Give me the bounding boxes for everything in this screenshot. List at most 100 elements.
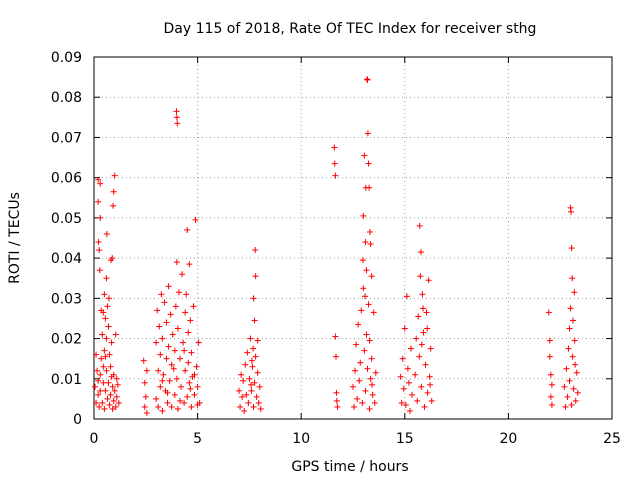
data-point <box>253 393 260 400</box>
data-point <box>331 160 338 167</box>
data-point <box>194 401 201 408</box>
x-tick-label: 25 <box>603 431 621 447</box>
tick-labels: 0 5 10 15 20 25 0 0.01 0.02 0.03 0.04 0.05 0.06 0.07 0… <box>51 50 621 447</box>
data-point <box>356 377 363 384</box>
x-tick-label: 10 <box>292 431 310 447</box>
data-point <box>155 403 162 410</box>
data-point <box>368 273 375 280</box>
data-point <box>562 403 569 410</box>
data-point <box>419 291 426 298</box>
data-point <box>181 399 188 406</box>
data-point <box>333 353 340 360</box>
data-point <box>569 275 576 282</box>
data-point <box>173 114 180 121</box>
data-point <box>160 371 167 378</box>
data-point <box>255 399 262 406</box>
data-point <box>194 383 201 390</box>
data-point <box>191 391 198 398</box>
data-point <box>548 401 555 408</box>
data-point <box>98 355 105 362</box>
data-point <box>365 160 372 167</box>
data-point <box>398 399 405 406</box>
data-point <box>252 247 259 254</box>
data-point <box>571 337 578 344</box>
y-axis-label: ROTI / TECUs <box>7 192 23 284</box>
data-point <box>159 335 166 342</box>
data-point <box>156 323 163 330</box>
data-point <box>428 397 435 404</box>
data-point <box>420 329 427 336</box>
data-point <box>183 291 190 298</box>
data-point <box>107 363 114 370</box>
data-point <box>359 257 366 264</box>
data-point <box>186 379 193 386</box>
data-point <box>247 335 254 342</box>
data-point <box>159 377 166 384</box>
data-point <box>97 180 104 187</box>
data-point <box>161 299 168 306</box>
data-point <box>545 309 552 316</box>
data-point <box>360 212 367 219</box>
data-point <box>97 214 104 221</box>
data-point <box>97 387 104 394</box>
data-point <box>248 357 255 364</box>
data-point <box>195 339 202 346</box>
data-point <box>251 317 258 324</box>
data-point <box>371 399 378 406</box>
data-point <box>185 329 192 336</box>
data-point <box>565 345 572 352</box>
data-point <box>574 389 581 396</box>
data-point <box>167 311 174 318</box>
data-point <box>406 407 413 414</box>
data-point <box>105 323 112 330</box>
data-point <box>403 293 410 300</box>
data-point <box>172 303 179 310</box>
data-point <box>100 309 107 316</box>
data-point <box>405 379 412 386</box>
y-tick-label: 0.05 <box>51 211 82 227</box>
data-point <box>192 216 199 223</box>
data-point <box>352 367 359 374</box>
data-point <box>187 385 194 392</box>
data-point <box>426 373 433 380</box>
data-point <box>244 349 251 356</box>
data-point <box>111 172 118 179</box>
data-point <box>101 347 108 354</box>
data-point <box>427 345 434 352</box>
data-point <box>361 152 368 159</box>
data-point <box>153 339 160 346</box>
data-point <box>416 353 423 360</box>
data-point <box>158 291 165 298</box>
data-point <box>252 273 259 280</box>
data-point <box>566 325 573 332</box>
data-point <box>157 351 164 358</box>
data-point <box>332 172 339 179</box>
data-point <box>252 353 259 360</box>
data-point <box>102 353 109 360</box>
data-point <box>418 383 425 390</box>
data-point <box>568 401 575 408</box>
data-point <box>239 393 246 400</box>
data-point <box>185 359 192 366</box>
data-point <box>372 369 379 376</box>
data-point <box>570 385 577 392</box>
data-point <box>182 367 189 374</box>
data-point <box>241 407 248 414</box>
data-point <box>96 267 103 274</box>
data-point <box>181 347 188 354</box>
data-point <box>142 393 149 400</box>
data-point <box>113 375 120 382</box>
data-point <box>184 393 191 400</box>
data-point <box>238 371 245 378</box>
data-point <box>409 391 416 398</box>
data-point <box>246 375 253 382</box>
data-point <box>110 188 117 195</box>
data-point <box>187 317 194 324</box>
data-point <box>176 397 183 404</box>
data-point <box>573 369 580 376</box>
data-point <box>361 347 368 354</box>
data-point <box>354 395 361 402</box>
data-point <box>564 393 571 400</box>
data-point <box>397 373 404 380</box>
